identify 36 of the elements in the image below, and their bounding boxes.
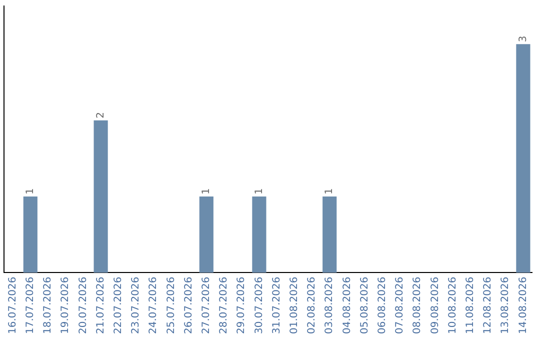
x-tick-label: 07.08.2026 — [394, 276, 406, 334]
x-tick-label: 11.08.2026 — [464, 276, 476, 334]
data-label: 1 — [200, 188, 212, 195]
x-tick-label: 16.07.2026 — [7, 276, 18, 334]
x-tick-label: 31.07.2026 — [271, 276, 282, 334]
x-tick-label: 04.08.2026 — [342, 276, 353, 334]
x-tick-label: 14.08.2026 — [518, 276, 529, 334]
data-label: 1 — [324, 188, 336, 195]
x-tick-label: 06.08.2026 — [376, 276, 388, 334]
x-tick-label: 02.08.2026 — [306, 276, 318, 334]
x-tick-label: 08.08.2026 — [412, 276, 424, 334]
x-tick-label: 23.07.2026 — [130, 276, 142, 334]
data-label: 3 — [518, 36, 529, 42]
x-tick-label: 10.08.2026 — [447, 276, 458, 334]
x-tick-label: 25.07.2026 — [166, 276, 177, 334]
x-tick-label: 18.07.2026 — [42, 276, 54, 334]
x-tick-label: 19.07.2026 — [60, 276, 72, 334]
x-tick-label: 28.07.2026 — [218, 276, 230, 334]
x-tick-label: 09.08.2026 — [430, 276, 441, 334]
x-tick-label: 29.07.2026 — [236, 276, 248, 334]
x-tick-label: 05.08.2026 — [359, 276, 370, 334]
x-tick-label: 27.07.2026 — [200, 276, 212, 334]
data-label: 1 — [24, 188, 36, 195]
data-label: 2 — [95, 112, 106, 118]
x-tick-label: 30.07.2026 — [254, 276, 265, 334]
x-tick-label: 22.07.2026 — [112, 276, 124, 334]
x-tick-label: 21.07.2026 — [95, 276, 106, 334]
x-tick-label: 13.08.2026 — [500, 276, 512, 334]
x-tick-label: 03.08.2026 — [324, 276, 336, 334]
x-tick-label: 20.07.2026 — [78, 276, 89, 334]
x-tick-label: 17.07.2026 — [24, 276, 36, 334]
x-tick-label: 12.08.2026 — [482, 276, 494, 334]
x-tick-label: 24.07.2026 — [148, 276, 160, 334]
data-label: 1 — [254, 188, 265, 195]
x-tick-label: 26.07.2026 — [183, 276, 194, 334]
x-tick-label: 01.08.2026 — [288, 276, 300, 334]
